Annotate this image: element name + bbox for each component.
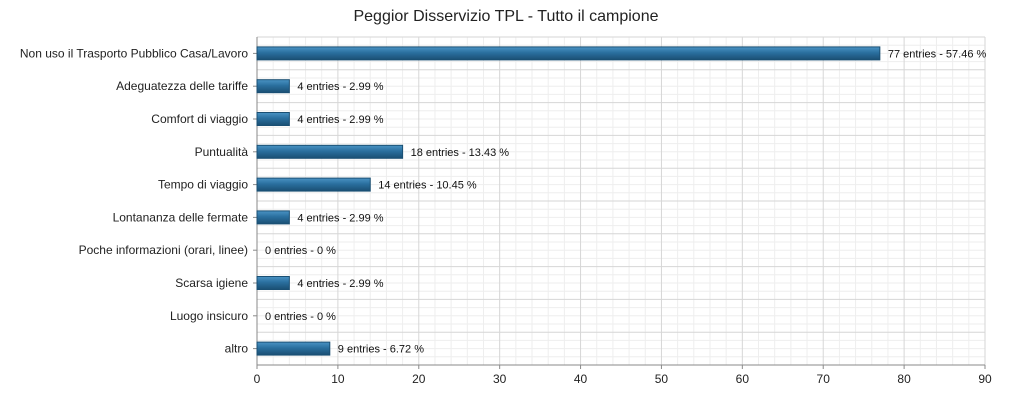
x-tick-label: 10 [331,372,345,386]
x-tick-label: 60 [736,372,750,386]
bar [256,46,881,61]
x-tick-label: 70 [817,372,831,386]
data-label: 18 entries - 13.43 % [411,147,510,159]
data-label: 14 entries - 10.45 % [378,180,477,192]
bar [256,144,404,159]
bar [256,177,371,192]
category-label: Luogo insicuro [170,309,248,323]
category-label: Poche informazioni (orari, linee) [79,243,248,257]
data-label: 4 entries - 2.99 % [297,278,383,290]
x-tick-label: 0 [254,372,261,386]
x-tick-label: 30 [493,372,507,386]
category-label: Adeguatezza delle tariffe [116,79,248,93]
category-label: Non uso il Trasporto Pubblico Casa/Lavor… [20,46,248,60]
bar [256,341,331,356]
data-label: 4 entries - 2.99 % [297,212,383,224]
bar [256,112,290,126]
bar [256,79,290,94]
category-label: Scarsa igiene [175,276,248,290]
chart-title: Peggior Disservizio TPL - Tutto il campi… [353,8,659,25]
data-label: 0 entries - 0 % [265,311,336,323]
data-label: 4 entries - 2.99 % [297,81,383,93]
category-label: altro [225,342,249,356]
category-label: Lontananza delle fermate [113,210,249,224]
x-tick-label: 50 [655,372,669,386]
bar [256,210,290,225]
bar [256,276,290,290]
category-label: Tempo di viaggio [158,178,248,192]
data-label: 0 entries - 0 % [265,245,336,257]
x-tick-label: 90 [978,372,992,386]
data-label: 4 entries - 2.99 % [297,114,383,126]
category-label: Comfort di viaggio [151,112,248,126]
x-tick-label: 20 [412,372,426,386]
x-tick-label: 40 [574,372,588,386]
category-label: Puntualità [195,145,249,159]
data-label: 77 entries - 57.46 % [888,48,987,60]
x-tick-label: 80 [897,372,911,386]
data-label: 9 entries - 6.72 % [338,344,424,356]
